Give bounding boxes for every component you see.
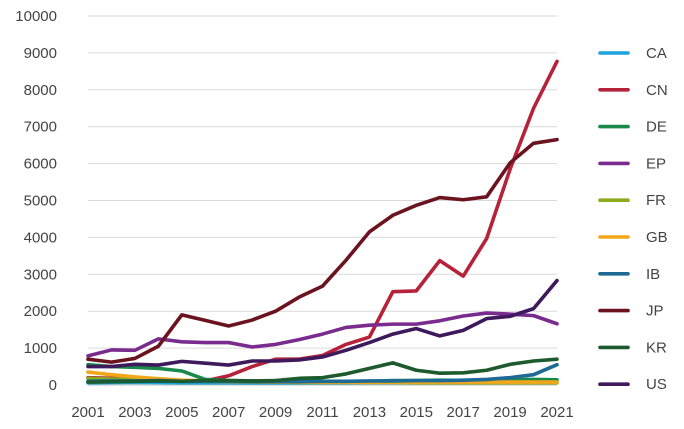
y-tick-label: 4000 [24, 229, 57, 246]
y-axis-ticks: 0 1000 2000 3000 4000 5000 6000 7000 8000 9000 100… [15, 8, 57, 394]
legend-item-ca: CA [598, 45, 667, 62]
x-tick-label: 2009 [259, 404, 292, 421]
x-tick-label: 2019 [493, 404, 526, 421]
y-tick-label: 2000 [24, 303, 57, 320]
y-tick-label: 10000 [15, 8, 57, 25]
series-line-ep [86, 311, 559, 358]
legend-label: JP [646, 303, 664, 320]
gridlines [88, 15, 557, 349]
x-axis-ticks: 2001 2003 2005 2007 2009 2011 2013 2015 2017 2019… [71, 404, 573, 421]
legend-item-ep: EP [598, 155, 666, 172]
legend-item-kr: KR [598, 339, 667, 356]
series-line-kr [86, 357, 559, 384]
x-tick-label: 2011 [306, 404, 338, 421]
series-line-us [86, 278, 559, 369]
legend-item-ib: IB [598, 266, 660, 283]
legend-label: US [646, 376, 667, 393]
legend-item-gb: GB [598, 229, 668, 246]
x-tick-label: 2015 [400, 404, 433, 421]
legend-label: GB [646, 229, 668, 246]
y-tick-label: 8000 [24, 82, 57, 99]
y-tick-label: 0 [49, 377, 57, 394]
legend-label: FR [646, 192, 666, 209]
plot-area [86, 59, 559, 385]
legend-item-fr: FR [598, 192, 666, 209]
y-tick-label: 6000 [24, 156, 57, 173]
legend: CA CN DE EP FR GB IB JP KR US [598, 45, 668, 393]
y-tick-label: 1000 [24, 340, 57, 357]
legend-label: CN [646, 82, 668, 99]
legend-item-us: US [598, 376, 667, 393]
legend-item-de: DE [598, 119, 667, 136]
legend-label: KR [646, 339, 667, 356]
x-tick-label: 2001 [71, 404, 104, 421]
x-tick-label: 2003 [118, 404, 151, 421]
x-tick-label: 2021 [540, 404, 573, 421]
legend-item-jp: JP [598, 303, 664, 320]
y-tick-label: 9000 [24, 45, 57, 62]
legend-label: CA [646, 45, 667, 62]
legend-label: DE [646, 119, 667, 136]
y-tick-label: 7000 [24, 119, 57, 136]
y-tick-label: 5000 [24, 193, 57, 210]
y-tick-label: 3000 [24, 266, 57, 283]
x-tick-label: 2007 [212, 404, 245, 421]
x-tick-label: 2013 [353, 404, 386, 421]
legend-label: EP [646, 155, 666, 172]
series-line-jp [86, 137, 559, 364]
x-tick-label: 2005 [165, 404, 198, 421]
legend-label: IB [646, 266, 660, 283]
x-tick-label: 2017 [447, 404, 480, 421]
legend-item-cn: CN [598, 82, 668, 99]
